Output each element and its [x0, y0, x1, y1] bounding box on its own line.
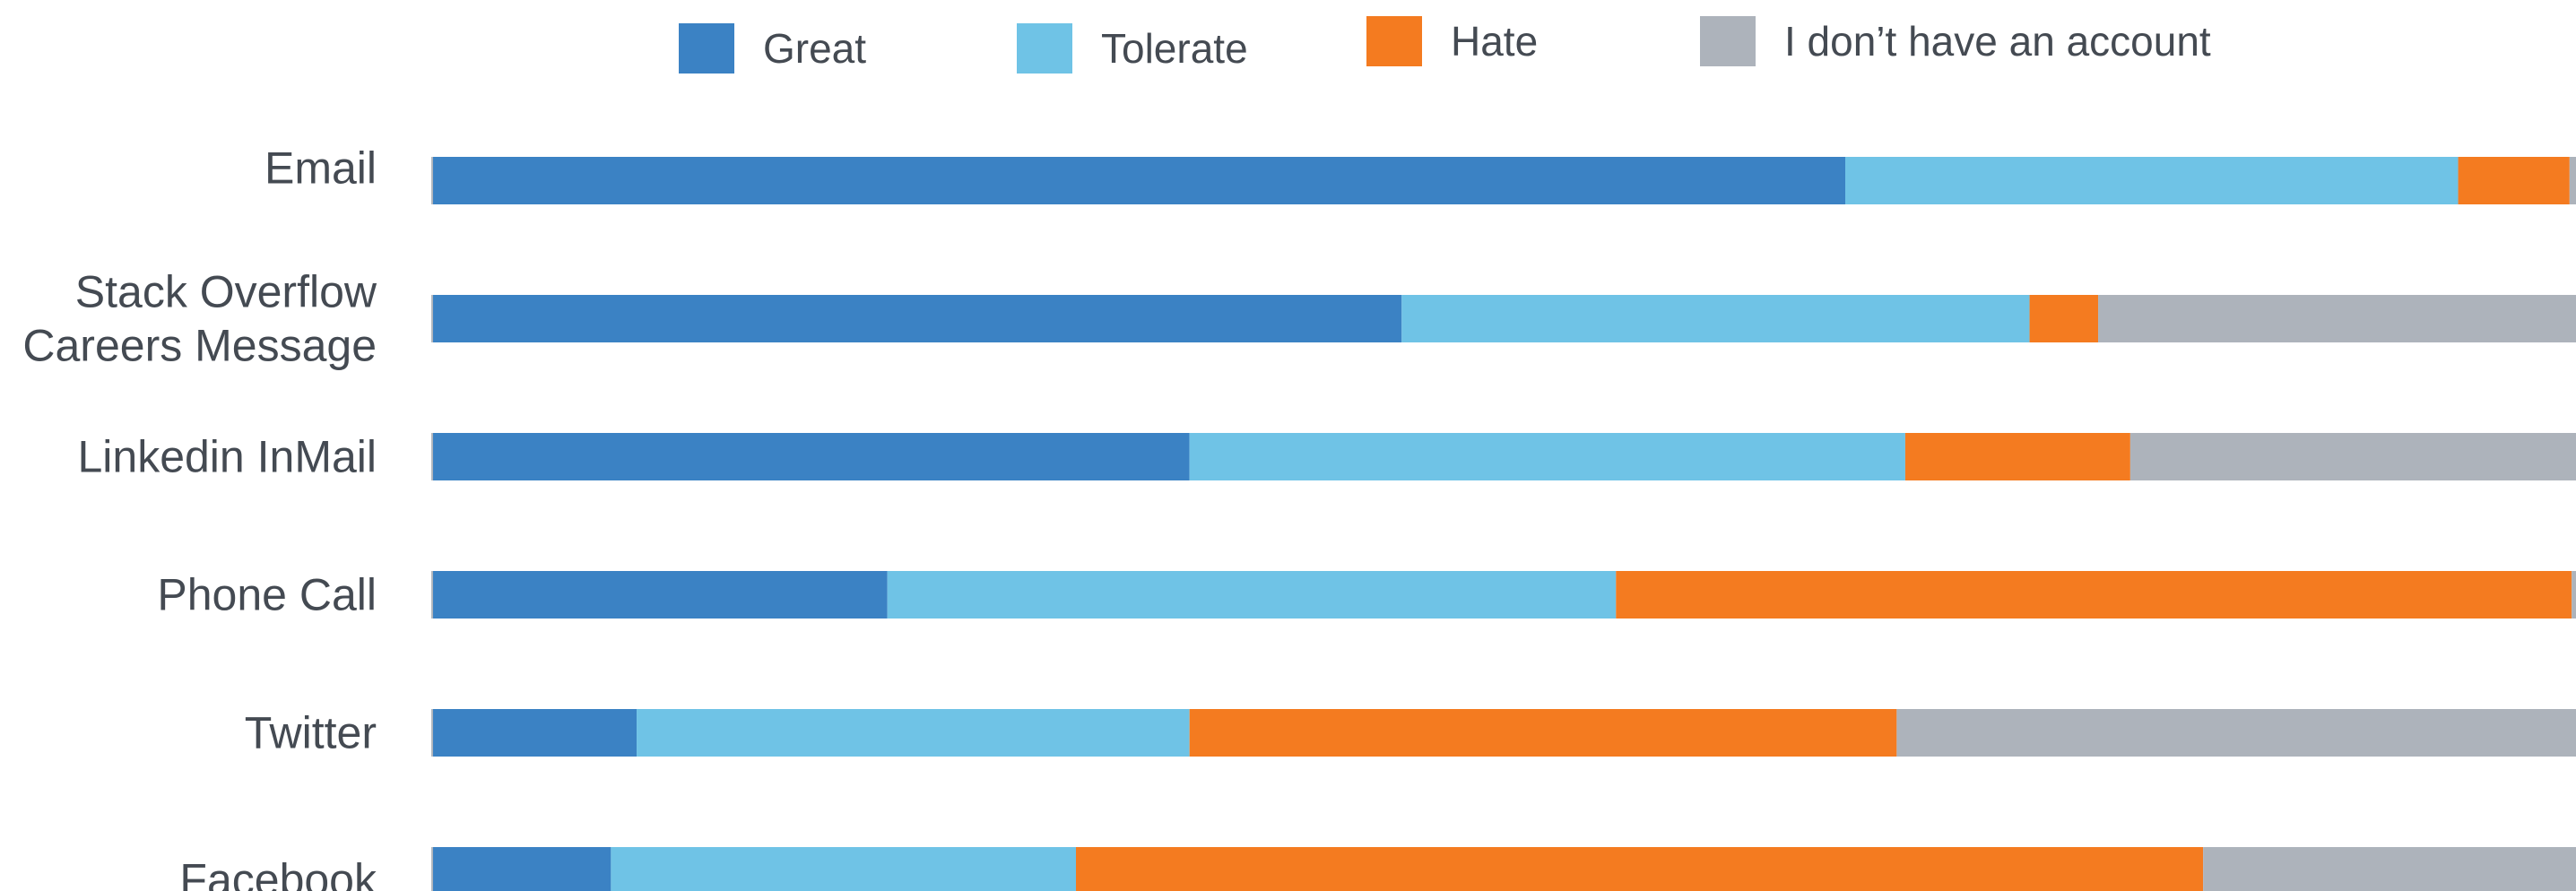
bar-segment-email-great: [433, 157, 1846, 204]
category-label-stack-overflow-careers-message-line-2: Careers Message: [22, 321, 377, 371]
bar-segment-facebook-hate: [1076, 847, 2204, 891]
legend-label-tolerate: Tolerate: [1101, 25, 1248, 72]
category-label-email: Email: [265, 143, 377, 194]
category-label-stack-overflow-careers-message-line-1: Stack Overflow: [75, 267, 377, 317]
bar-baseline-facebook: [431, 847, 434, 891]
bar-segment-facebook-great: [433, 847, 611, 891]
bar-baseline-phone-call: [431, 571, 434, 619]
bar-segment-linkedin-inmail-i-don-t-have-an-account: [2129, 433, 2576, 480]
bar-segment-email-hate: [2458, 157, 2570, 204]
bar-segment-facebook-tolerate: [611, 847, 1076, 891]
bar-segment-twitter-hate: [1189, 709, 1897, 757]
bar-segment-phone-call-tolerate: [887, 571, 1617, 619]
category-label-linkedin-inmail: Linkedin InMail: [77, 432, 377, 482]
bar-segment-stack-overflow-careers-message-tolerate: [1401, 295, 2030, 342]
bar-segment-email-tolerate: [1845, 157, 2459, 204]
legend-swatch-i-don-t-have-an-account: [1700, 16, 1756, 66]
legend-swatch-great: [679, 23, 734, 74]
category-label-twitter: Twitter: [245, 708, 377, 758]
category-label-facebook: Facebook: [179, 855, 377, 891]
bar-segment-stack-overflow-careers-message-i-don-t-have-an-account: [2098, 295, 2576, 342]
bar-baseline-twitter: [431, 709, 434, 757]
bar-segment-twitter-tolerate: [637, 709, 1190, 757]
legend-label-i-don-t-have-an-account: I don’t have an account: [1784, 18, 2211, 65]
bar-segment-linkedin-inmail-great: [433, 433, 1190, 480]
bar-segment-facebook-i-don-t-have-an-account: [2203, 847, 2576, 891]
bar-segment-twitter-great: [433, 709, 637, 757]
bar-segment-linkedin-inmail-hate: [1904, 433, 2130, 480]
bar-segment-stack-overflow-careers-message-hate: [2029, 295, 2099, 342]
plot-area: [431, 157, 2576, 891]
bar-baseline-email: [431, 157, 434, 204]
legend: Great Tolerate Hate I don’t have an account: [679, 16, 2211, 74]
legend-label-great: Great: [763, 25, 866, 72]
legend-swatch-tolerate: [1017, 23, 1072, 74]
bar-segment-linkedin-inmail-tolerate: [1189, 433, 1905, 480]
bar-segment-email-i-don-t-have-an-account: [2569, 157, 2576, 204]
bar-segment-phone-call-great: [433, 571, 888, 619]
bar-segment-phone-call-hate: [1616, 571, 2572, 619]
category-label-phone-call: Phone Call: [157, 570, 377, 620]
bar-baseline-linkedin-inmail: [431, 433, 434, 480]
bar-segment-stack-overflow-careers-message-great: [433, 295, 1402, 342]
bar-segment-phone-call-i-don-t-have-an-account: [2572, 571, 2576, 619]
legend-swatch-hate: [1366, 16, 1422, 66]
bar-segment-twitter-i-don-t-have-an-account: [1896, 709, 2576, 757]
legend-label-hate: Hate: [1451, 18, 1538, 65]
bar-baseline-stack-overflow-careers-message: [431, 295, 434, 342]
